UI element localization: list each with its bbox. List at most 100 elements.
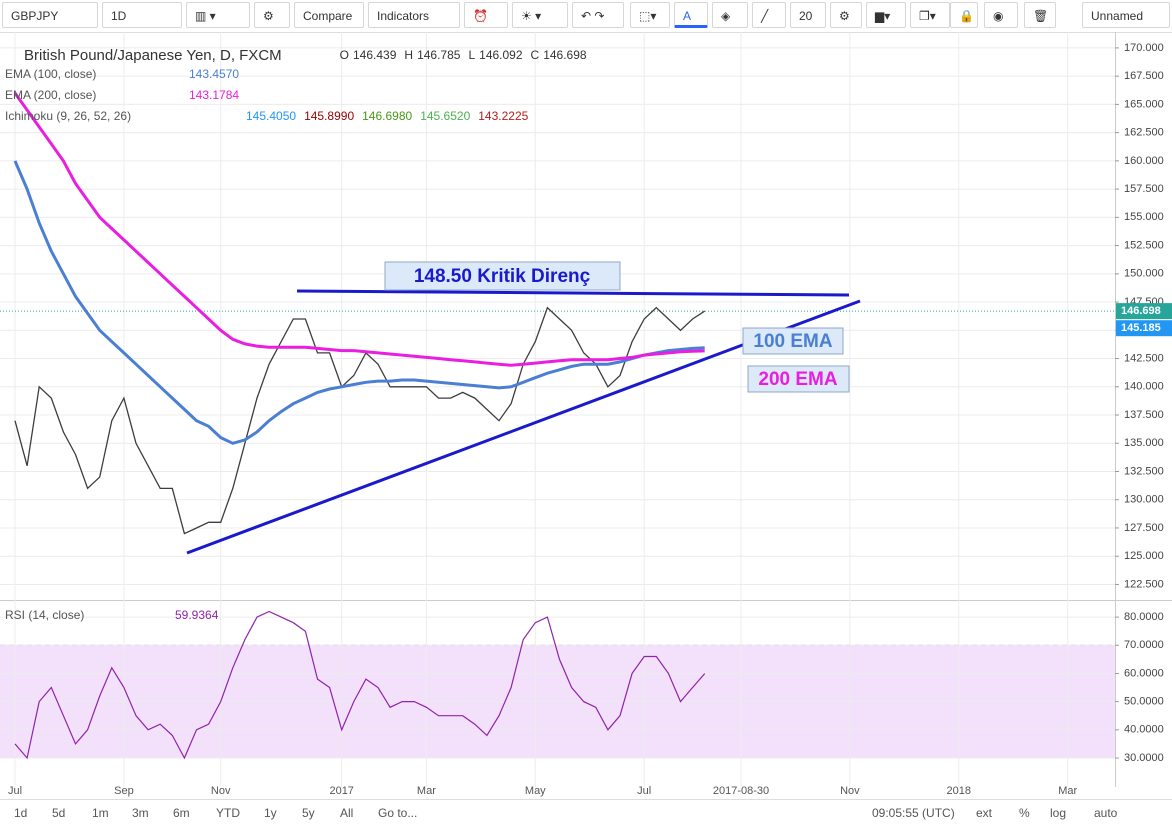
ohlc-key: L [468, 48, 475, 62]
layout-button[interactable]: Unnamed [1082, 2, 1170, 28]
legend-value: 143.1784 [189, 88, 239, 102]
series-line [13, 92, 705, 367]
scale-option[interactable]: log [1050, 806, 1067, 820]
y-tick-label: 140.000 [1124, 381, 1164, 393]
clock: 09:05:55 (UTC) [872, 806, 955, 820]
undo-redo[interactable]: ↶ ↷ [572, 2, 624, 28]
series-line [13, 160, 705, 445]
range-button[interactable]: All [340, 806, 354, 820]
y-tick-label: 135.000 [1124, 437, 1164, 449]
ohlc-value: 146.785 [417, 48, 461, 62]
price-tag-label: 145.185 [1121, 322, 1161, 334]
range-button[interactable]: 6m [173, 806, 190, 820]
annotation-text: 200 EMA [758, 369, 837, 390]
x-tick-label: Jul [637, 785, 651, 797]
scale-option[interactable]: % [1019, 806, 1030, 820]
annotation-box [747, 365, 850, 393]
y-tick-label: 30.0000 [1124, 752, 1164, 764]
range-button[interactable]: 1y [264, 806, 277, 820]
range-button[interactable]: 1d [14, 806, 28, 820]
legend-value: 146.6980 [362, 109, 412, 123]
x-tick-label: Mar [417, 785, 436, 797]
interval-button[interactable]: 1D [102, 2, 182, 28]
text-color-tool[interactable]: A [674, 2, 708, 28]
y-tick-label: 130.000 [1124, 494, 1164, 506]
select-tool[interactable]: ⬚▾ [630, 2, 670, 28]
chart-title: British Pound/Japanese Yen, D, FXCM [24, 47, 282, 64]
x-tick-label: Nov [211, 785, 231, 797]
y-tick-label: 60.0000 [1124, 667, 1164, 679]
visibility-button[interactable]: ◉ [984, 2, 1018, 28]
y-tick-label: 122.500 [1124, 578, 1164, 590]
fill-tool[interactable]: ◈ [712, 2, 748, 28]
y-tick-label: 70.0000 [1124, 639, 1164, 651]
legend-entry: Ichimoku (9, 26, 52, 26) [5, 109, 131, 123]
bottom-bar: 1d 5d 1m 3m 6m YTD 1y 5y All Go to... 09:05:55 (UT… [0, 799, 1172, 826]
settings-button[interactable]: ⚙ [254, 2, 290, 28]
ohlc-value: 146.698 [543, 48, 587, 62]
ohlc-key: O [340, 48, 349, 62]
toolbar: GBPJPY 1D ▥ ▾ ⚙ Compare Indicators ⏰ ☀ ▾… [0, 0, 1172, 33]
scale-option[interactable]: auto [1094, 806, 1118, 820]
ohlc-value: 146.092 [479, 48, 523, 62]
y-tick-label: 80.0000 [1124, 611, 1164, 623]
price-tag-label: 146.698 [1121, 305, 1161, 317]
template-button[interactable]: ▆▾ [866, 2, 906, 28]
line-tool[interactable]: ╱ [752, 2, 786, 28]
range-button[interactable]: 1m [92, 806, 109, 820]
resistance-line [296, 289, 850, 297]
price-tag [1116, 303, 1172, 320]
delete-button[interactable]: 🗑 [1024, 2, 1056, 28]
range-button[interactable]: 3m [132, 806, 149, 820]
font-size-button[interactable]: 20 [790, 2, 826, 28]
y-tick-label: 137.500 [1124, 409, 1164, 421]
range-button[interactable]: 5d [52, 806, 66, 820]
x-tick-label: May [525, 785, 546, 797]
y-tick-label: 162.500 [1124, 127, 1164, 139]
symbol-box[interactable]: GBPJPY [2, 2, 98, 28]
legend-value: 143.4570 [189, 67, 239, 81]
scale-option[interactable]: ext [976, 806, 993, 820]
legend-value: 145.6520 [420, 109, 470, 123]
ohlc-key: H [404, 48, 413, 62]
y-tick-label: 142.500 [1124, 352, 1164, 364]
y-tick-label: 165.000 [1124, 98, 1164, 110]
legend-entry: EMA (100, close) [5, 67, 96, 81]
y-tick-label: 150.000 [1124, 268, 1164, 280]
ohlc-value: 146.439 [353, 48, 397, 62]
chart-style-button[interactable]: ▥ ▾ [186, 2, 250, 28]
compare-button[interactable]: Compare [294, 2, 364, 28]
x-tick-label: 2017-08-30 [713, 785, 769, 797]
chart: 148.50 Kritik Direnç 100 EMA 200 EMA Jul… [0, 32, 1172, 797]
rsi-value: 59.9364 [175, 608, 219, 622]
y-tick-label: 132.500 [1124, 465, 1164, 477]
x-tick-label: 2017 [329, 785, 353, 797]
x-tick-label: Jul [8, 785, 22, 797]
legend-value: 145.4050 [246, 109, 296, 123]
y-tick-label: 127.500 [1124, 522, 1164, 534]
drawing-settings[interactable]: ⚙ [830, 2, 862, 28]
clone-button[interactable]: ❐▾ [910, 2, 950, 28]
range-button[interactable]: 5y [302, 806, 315, 820]
annotation-text: 100 EMA [753, 331, 832, 352]
alert-button[interactable]: ⏰ [464, 2, 508, 28]
theme-button[interactable]: ☀ ▾ [512, 2, 568, 28]
indicators-button[interactable]: Indicators [368, 2, 460, 28]
annotation-box [742, 327, 844, 355]
legend-value: 145.8990 [304, 109, 354, 123]
y-tick-label: 40.0000 [1124, 724, 1164, 736]
x-tick-label: Mar [1058, 785, 1077, 797]
lock-button[interactable]: 🔒 [950, 2, 978, 28]
range-button[interactable]: YTD [216, 806, 240, 820]
x-tick-label: 2018 [947, 785, 971, 797]
price-tag [1116, 320, 1172, 337]
legend-value: 143.2225 [478, 109, 528, 123]
annotations: 148.50 Kritik Direnç 100 EMA 200 EMA [186, 261, 861, 555]
rsi-title: RSI (14, close) [5, 608, 84, 622]
x-tick-label: Sep [114, 785, 134, 797]
goto-button[interactable]: Go to... [378, 806, 418, 820]
annotation-box [384, 261, 621, 291]
series-line [14, 610, 706, 760]
y-tick-label: 160.000 [1124, 155, 1164, 167]
